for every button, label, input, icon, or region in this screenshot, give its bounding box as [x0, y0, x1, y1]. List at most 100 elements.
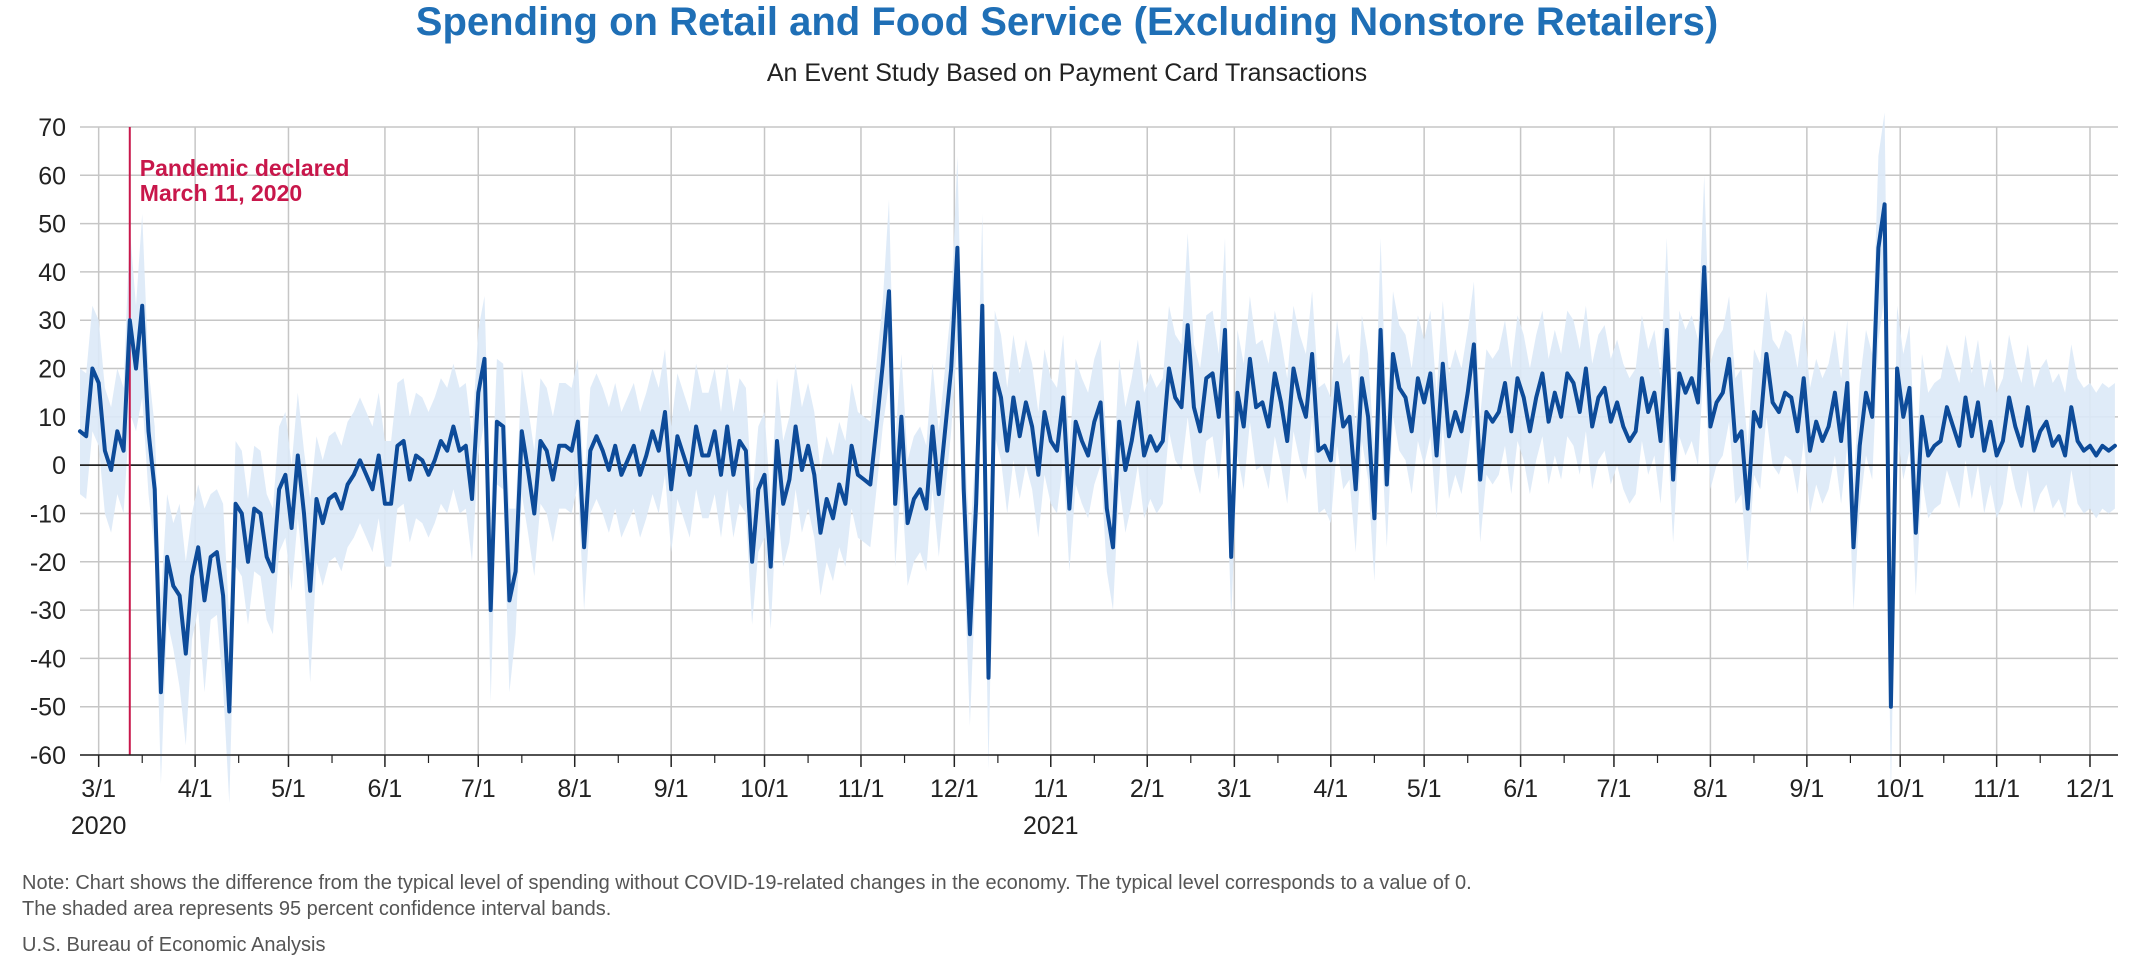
data-point	[227, 709, 231, 714]
x-tick-label: 8/1	[557, 775, 592, 803]
data-point	[146, 429, 151, 433]
data-point	[1441, 362, 1445, 366]
data-point	[762, 473, 767, 477]
y-tick-label: -10	[30, 500, 66, 528]
data-point	[346, 482, 350, 487]
data-point	[1080, 439, 1084, 443]
x-tick-label: 8/1	[1693, 775, 1728, 803]
x-tick-label: 5/1	[271, 775, 306, 803]
data-point	[1036, 473, 1040, 477]
data-point	[1155, 449, 1159, 453]
data-point	[1074, 420, 1078, 424]
data-point	[246, 560, 250, 564]
data-point	[1260, 400, 1264, 404]
y-tick-label: -60	[30, 742, 66, 770]
data-point	[339, 507, 343, 511]
data-point	[725, 424, 729, 429]
data-point	[1416, 376, 1420, 380]
data-point	[2032, 449, 2036, 453]
data-point	[955, 246, 960, 250]
data-point	[1808, 449, 1812, 453]
y-tick-label: 50	[38, 211, 66, 239]
data-point	[1609, 420, 1613, 424]
x-tick-label: 4/1	[1313, 775, 1348, 803]
data-point	[1621, 424, 1625, 429]
data-point	[868, 482, 872, 487]
data-point	[1279, 400, 1283, 404]
source-label: U.S. Bureau of Economic Analysis	[22, 934, 326, 956]
data-point	[582, 545, 586, 549]
data-point	[1988, 420, 1992, 424]
data-point	[937, 492, 941, 496]
data-point	[675, 434, 680, 438]
data-point	[1323, 444, 1327, 448]
data-point	[1771, 400, 1775, 404]
data-point	[209, 555, 213, 559]
data-point	[1478, 478, 1482, 482]
data-point	[1534, 395, 1538, 400]
data-point	[1752, 410, 1756, 414]
data-point	[1086, 453, 1090, 458]
data-point	[234, 502, 238, 506]
data-point	[1690, 376, 1694, 380]
data-point	[1173, 395, 1177, 400]
data-point	[2051, 444, 2055, 448]
data-point	[856, 473, 860, 477]
data-point	[507, 598, 511, 603]
data-point	[1111, 545, 1115, 549]
data-point	[899, 415, 904, 419]
data-point	[327, 497, 331, 501]
data-point	[601, 449, 605, 453]
data-point	[140, 304, 144, 308]
data-point	[1024, 400, 1028, 404]
data-point	[1652, 391, 1656, 395]
data-point	[1783, 391, 1787, 395]
data-point	[1466, 391, 1470, 395]
annotation-line2: March 11, 2020	[140, 180, 302, 206]
y-tick-label: 20	[38, 356, 66, 384]
data-point	[1273, 371, 1277, 375]
data-point	[1858, 444, 1862, 448]
data-point	[2088, 444, 2092, 448]
data-point	[893, 502, 897, 506]
data-point	[1123, 468, 1127, 472]
data-point	[1379, 328, 1383, 332]
data-point	[650, 429, 655, 433]
data-point	[489, 608, 493, 612]
data-point	[202, 598, 207, 603]
data-point	[1646, 410, 1650, 414]
data-point	[2026, 405, 2030, 409]
data-point	[731, 473, 736, 477]
data-point	[669, 487, 673, 491]
data-point	[1627, 439, 1632, 443]
data-point	[2063, 453, 2067, 458]
data-point	[563, 444, 568, 448]
data-point	[402, 439, 406, 443]
data-point	[377, 453, 381, 458]
x-tick-label: 12/1	[930, 775, 979, 803]
data-point	[2044, 420, 2048, 424]
data-point	[1354, 487, 1358, 491]
data-point	[1105, 507, 1109, 511]
annotation-line1: Pandemic declared	[140, 155, 350, 181]
x-tick-label: 11/1	[1973, 775, 2020, 803]
data-point	[165, 555, 169, 559]
data-point	[1267, 424, 1271, 429]
data-point	[1435, 453, 1439, 458]
data-point	[308, 589, 312, 593]
data-point	[738, 439, 742, 443]
data-point	[109, 468, 113, 472]
data-point	[283, 473, 287, 477]
data-point	[2082, 449, 2086, 453]
data-point	[769, 565, 773, 569]
data-point	[1092, 420, 1096, 424]
data-point	[850, 444, 854, 448]
data-point	[1795, 429, 1800, 433]
data-point	[1901, 415, 1905, 419]
data-point	[1702, 265, 1706, 269]
data-point	[439, 439, 443, 443]
data-point	[980, 304, 984, 308]
data-point	[1316, 449, 1320, 453]
data-point	[1721, 391, 1725, 395]
